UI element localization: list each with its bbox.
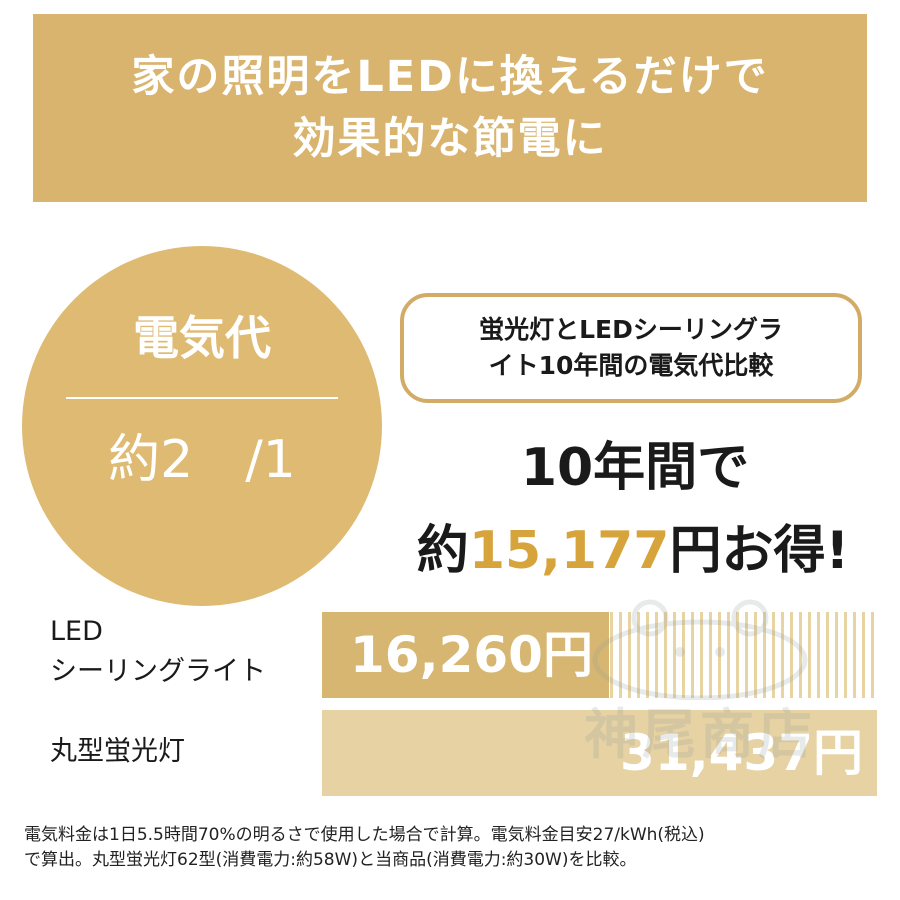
comparison-caption-line-1: 蛍光灯とLEDシーリングラ bbox=[479, 315, 783, 344]
badge-title: 電気代 bbox=[133, 311, 271, 365]
savings-prefix: 約 bbox=[416, 521, 469, 581]
savings-period: 10年間で bbox=[520, 438, 750, 498]
led-cost-bar-fill bbox=[322, 612, 609, 698]
electricity-cost-badge: 電気代 約2 /1 bbox=[22, 246, 382, 606]
badge-divider bbox=[66, 397, 338, 399]
headline-line-1: 家の照明をLEDに換えるだけで bbox=[131, 52, 769, 102]
fluorescent-cost-value: 31,437円 bbox=[620, 724, 863, 782]
led-cost-bar-track: 16,260円 bbox=[322, 612, 877, 698]
comparison-caption-box: 蛍光灯とLEDシーリングラ イト10年間の電気代比較 bbox=[400, 293, 862, 403]
footnote-line-1: 電気料金は1日5.5時間70%の明るさで使用した場合で計算。電気料金目安27/k… bbox=[24, 825, 705, 845]
footnote-line-2: で算出。丸型蛍光灯62型(消費電力:約58W)と当商品(消費電力:約30W)を比… bbox=[24, 850, 637, 870]
fluorescent-label: 丸型蛍光灯 bbox=[50, 736, 185, 767]
savings-suffix: 円お得! bbox=[669, 521, 850, 581]
savings-headline: 約15,177円お得! bbox=[366, 515, 900, 587]
comparison-caption-line-2: イト10年間の電気代比較 bbox=[488, 351, 774, 380]
headline-line-2: 効果的な節電に bbox=[292, 114, 608, 164]
footnote: 電気料金は1日5.5時間70%の明るさで使用した場合で計算。電気料金目安27/k… bbox=[24, 823, 884, 873]
fluorescent-cost-bar: 31,437円 bbox=[322, 710, 877, 796]
headline-banner: 家の照明をLEDに換えるだけで 効果的な節電に bbox=[33, 14, 867, 202]
led-label-line-1: LED bbox=[50, 616, 103, 647]
badge-value: 約2 /1 bbox=[108, 430, 296, 490]
led-label-line-2: シーリングライト bbox=[50, 656, 266, 687]
led-cost-value: 16,260円 bbox=[350, 626, 593, 684]
savings-amount: 15,177 bbox=[468, 521, 670, 581]
